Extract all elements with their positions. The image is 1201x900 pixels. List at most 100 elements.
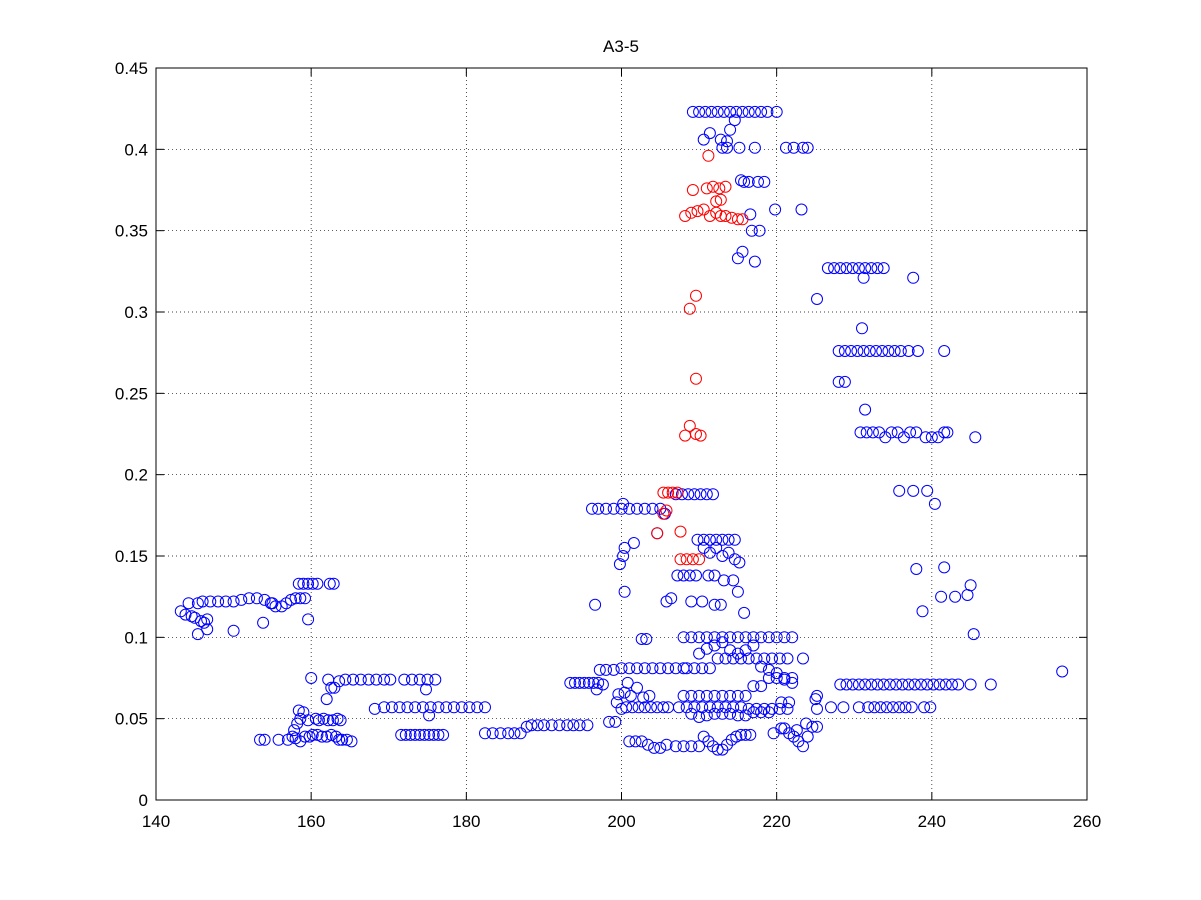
data-point [618,541,631,554]
data-point [762,706,775,719]
data-point [674,525,687,538]
data-point [696,595,709,608]
data-point [925,431,938,444]
data-point [837,701,850,714]
data-point [370,673,383,686]
data-point [691,205,704,218]
data-point [748,141,761,154]
data-point [865,678,878,691]
data-point [502,727,515,740]
data-point [294,735,307,748]
data-point [325,681,338,694]
data-point [398,673,411,686]
data-point [292,704,305,717]
data-point [413,673,426,686]
data-point [289,592,302,605]
data-point [724,644,737,657]
data-point [423,728,436,741]
data-point [885,426,898,439]
data-point [877,262,890,275]
data-point [654,662,667,675]
data-point [891,426,904,439]
data-point [700,689,713,702]
data-point [710,533,723,546]
data-point [707,488,719,501]
data-point [378,673,391,686]
y-tick-label: 0.2 [124,466,148,485]
data-point [694,429,707,442]
data-point [423,709,436,722]
data-point [755,660,768,673]
data-point [613,558,626,571]
data-point [471,701,484,714]
data-point [702,735,715,748]
data-point [292,577,305,590]
data-point [863,345,876,357]
data-point [671,569,684,582]
data-point [919,431,932,444]
data-point [514,727,527,740]
data-point [710,541,723,554]
data-point [952,678,965,691]
data-point [730,105,743,118]
data-point [707,180,719,193]
data-point [258,733,271,746]
data-point [463,701,476,714]
data-point [447,701,460,714]
data-point [752,175,764,188]
data-point [873,426,886,439]
data-point [688,662,701,675]
x-tick-label: 200 [607,812,635,831]
data-point [933,678,946,691]
y-tick-label: 0.1 [124,628,148,647]
data-point [736,245,749,258]
data-point [755,680,768,693]
data-point [631,681,643,694]
data-point [778,631,791,644]
data-point [700,709,713,722]
data-point [651,527,664,540]
data-point [722,533,735,546]
data-point [686,184,699,196]
data-point [721,738,733,751]
data-point [685,631,698,644]
data-point [569,676,581,689]
data-point [399,728,412,741]
data-point [219,595,232,608]
data-point [786,676,799,689]
data-point [424,701,437,714]
data-point [486,727,499,740]
data-point [854,426,867,439]
data-point [294,592,307,605]
data-point [672,701,685,714]
data-point [235,593,248,606]
data-point [935,590,948,603]
data-point [748,255,761,268]
data-point [775,696,788,709]
data-point [479,727,491,740]
data-point [719,210,732,222]
data-point [882,345,895,357]
data-point [1056,665,1069,678]
data-point [809,693,822,706]
data-point [738,175,751,188]
x-axis-tick-labels: 140 160 180 200 220 240 260 [142,812,1101,831]
data-point [865,262,878,275]
data-point [629,735,642,748]
data-point [716,636,729,649]
data-point [294,712,307,725]
data-point [708,598,721,611]
data-point [250,592,263,605]
data-point [589,598,602,611]
data-point [623,502,636,515]
data-point [677,631,690,644]
data-point [857,271,870,284]
data-point [328,681,341,694]
data-point [811,720,823,733]
data-point [384,673,397,686]
data-point [409,701,422,714]
data-point [690,428,702,440]
data-point [918,701,931,714]
data-point [322,673,335,686]
data-point [479,701,491,714]
